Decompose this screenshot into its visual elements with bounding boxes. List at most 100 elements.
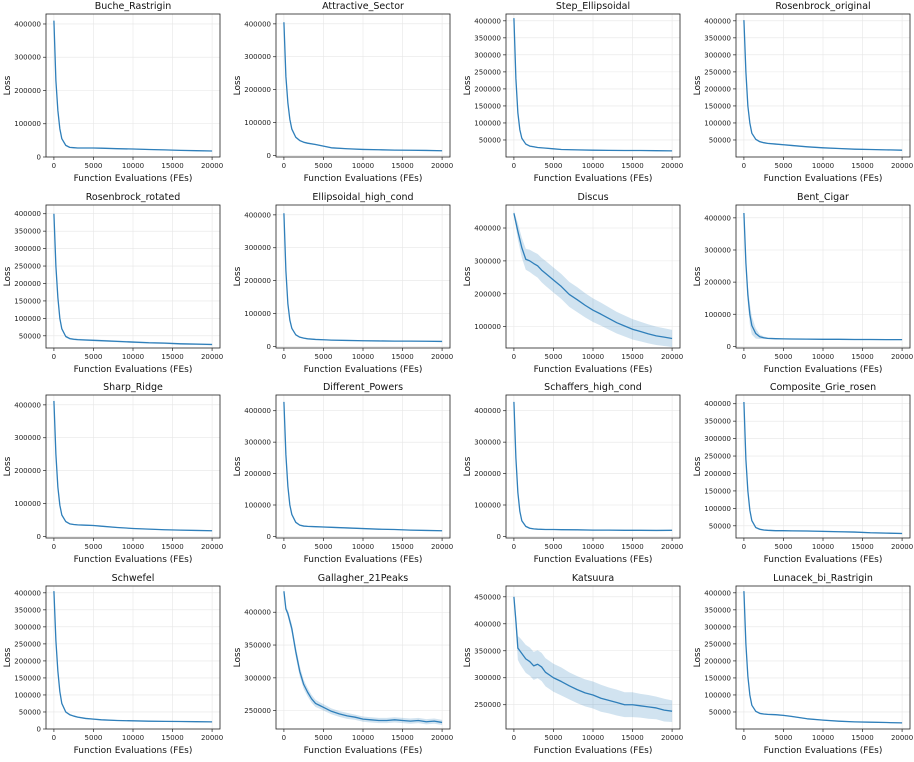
y-tick-label: 50000 xyxy=(479,136,501,144)
x-tick-label: 20000 xyxy=(891,543,913,551)
x-tick-label: 15000 xyxy=(851,734,873,742)
y-axis-label: Loss xyxy=(3,75,13,95)
chart-panel: 0 5000 10000 15000 20000 0 100000 200000 300000 4… xyxy=(230,0,458,190)
y-axis-label: Loss xyxy=(463,456,473,476)
y-tick-label: 400000 xyxy=(704,17,731,25)
series-line xyxy=(513,213,673,340)
y-tick-label: 200000 xyxy=(14,467,41,475)
y-axis-label: Loss xyxy=(693,647,703,667)
chart-title: Composite_Grie_rosen xyxy=(770,382,876,393)
series-line xyxy=(53,400,213,532)
y-tick-label: 150000 xyxy=(14,674,41,682)
chart-title: Lunacek_bi_Rastrigin xyxy=(773,573,873,584)
chart-svg: 0 5000 10000 15000 20000 50000 100000 150000 200… xyxy=(3,192,223,375)
x-tick-label: 0 xyxy=(282,162,286,170)
chart-svg: 0 5000 10000 15000 2000001000002000003000004… xyxy=(463,382,683,565)
x-tick-label: 5000 xyxy=(315,162,333,170)
chart-svg: 0 5000 10000 15000 20000 50000 100000 150000 200… xyxy=(693,1,913,184)
y-tick-label: 350000 xyxy=(704,34,731,42)
y-tick-label: 100000 xyxy=(14,120,41,128)
series-line xyxy=(283,213,443,343)
x-tick-label: 5000 xyxy=(545,353,563,361)
y-tick-label: 400000 xyxy=(244,407,271,415)
chart-svg: 0 5000 10000 15000 20000 50000 100000 150000 200… xyxy=(693,382,913,565)
x-tick-label: 15000 xyxy=(161,543,183,551)
x-axis-label: Function Evaluations (FEs) xyxy=(74,174,193,184)
x-tick-label: 0 xyxy=(742,734,746,742)
x-tick-label: 10000 xyxy=(812,162,834,170)
y-tick-label: 100000 xyxy=(244,310,271,318)
x-tick-label: 0 xyxy=(742,353,746,361)
y-tick-label: 200000 xyxy=(244,86,271,94)
x-tick-label: 10000 xyxy=(122,353,144,361)
x-axis-label: Function Evaluations (FEs) xyxy=(764,365,883,375)
x-tick-label: 15000 xyxy=(621,543,643,551)
chart-panel: 0 5000 10000 15000 20000 50000 100000 150000 200… xyxy=(690,0,914,190)
y-tick-label: 0 xyxy=(727,343,731,351)
x-tick-label: 15000 xyxy=(621,734,643,742)
x-tick-label: 10000 xyxy=(812,353,834,361)
chart-panel: 0 5000 10000 15000 20000 50000 100000 150000 200… xyxy=(690,381,914,571)
y-tick-label: 300000 xyxy=(704,246,731,254)
series-line xyxy=(53,213,213,346)
x-axis-label: Function Evaluations (FEs) xyxy=(74,365,193,375)
x-tick-label: 0 xyxy=(282,353,286,361)
chart-panel: 0 5000 10000 15000 20000 0 100000 200000 300000 4… xyxy=(460,381,688,571)
y-tick-label: 200000 xyxy=(704,470,731,478)
y-axis-label: Loss xyxy=(463,266,473,286)
x-axis-label: Function Evaluations (FEs) xyxy=(534,555,653,565)
y-tick-label: 200000 xyxy=(14,280,41,288)
x-tick-label: 10000 xyxy=(352,162,374,170)
y-tick-label: 400000 xyxy=(704,400,731,408)
y-tick-label: 0 xyxy=(267,533,271,541)
chart-svg: 0 5000 10000 15000 2000001000002000003000004… xyxy=(233,382,453,565)
x-tick-label: 20000 xyxy=(891,353,913,361)
x-tick-label: 0 xyxy=(282,734,286,742)
y-tick-label: 100000 xyxy=(14,500,41,508)
chart-title: Rosenbrock_original xyxy=(775,1,870,12)
x-tick-label: 10000 xyxy=(352,543,374,551)
chart-title: Different_Powers xyxy=(323,382,403,393)
x-axis-label: Function Evaluations (FEs) xyxy=(304,365,423,375)
y-axis-label: Loss xyxy=(693,456,703,476)
y-tick-label: 300000 xyxy=(244,244,271,252)
x-tick-label: 10000 xyxy=(582,162,604,170)
x-tick-label: 5000 xyxy=(775,162,793,170)
x-tick-label: 15000 xyxy=(391,734,413,742)
x-tick-label: 10000 xyxy=(352,353,374,361)
y-tick-label: 200000 xyxy=(704,279,731,287)
chart-svg: 0 5000 10000 15000 2000001000002000003000004… xyxy=(3,382,223,565)
y-tick-label: 450000 xyxy=(474,593,501,601)
x-tick-label: 15000 xyxy=(851,353,873,361)
y-tick-label: 150000 xyxy=(704,102,731,110)
series-line xyxy=(743,20,903,151)
x-tick-label: 15000 xyxy=(851,543,873,551)
chart-title: Ellipsoidal_high_cond xyxy=(312,192,413,203)
series-line xyxy=(283,401,443,532)
series-line xyxy=(743,591,903,724)
series-line xyxy=(513,596,673,712)
x-tick-label: 5000 xyxy=(315,543,333,551)
y-tick-label: 400000 xyxy=(474,17,501,25)
x-tick-label: 15000 xyxy=(851,162,873,170)
chart-panel: 0 5000 10000 15000 20000 50000 100000 150000 200… xyxy=(460,0,688,190)
y-axis-label: Loss xyxy=(3,647,13,667)
std-band xyxy=(513,211,673,348)
y-axis-label: Loss xyxy=(233,647,243,667)
x-tick-label: 20000 xyxy=(431,353,453,361)
x-tick-label: 20000 xyxy=(661,162,683,170)
series-line xyxy=(53,20,213,152)
y-tick-label: 300000 xyxy=(474,257,501,265)
chart-panel: 0 5000 10000 15000 20000 0 100000 200000 300000 4… xyxy=(0,0,228,190)
x-tick-label: 10000 xyxy=(812,543,834,551)
y-tick-label: 400000 xyxy=(14,401,41,409)
y-tick-label: 300000 xyxy=(14,434,41,442)
y-tick-label: 200000 xyxy=(14,87,41,95)
y-tick-label: 250000 xyxy=(704,640,731,648)
x-axis-label: Function Evaluations (FEs) xyxy=(764,174,883,184)
y-tick-label: 350000 xyxy=(704,606,731,614)
y-tick-label: 200000 xyxy=(474,85,501,93)
y-tick-label: 250000 xyxy=(704,68,731,76)
x-tick-label: 15000 xyxy=(161,162,183,170)
